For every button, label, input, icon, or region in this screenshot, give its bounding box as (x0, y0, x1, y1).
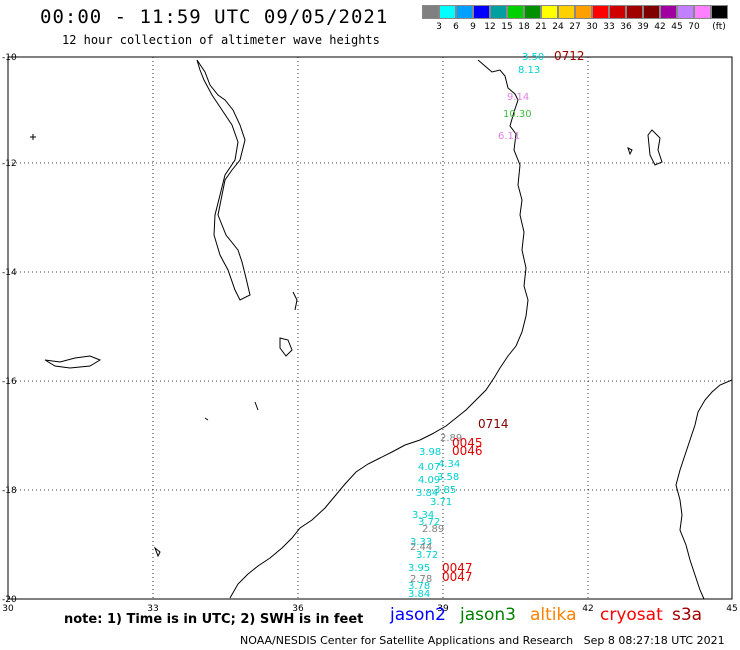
observation-label: 3.33 (410, 537, 432, 548)
observation-label: 9.14 (507, 92, 529, 103)
observation-label: 0712 (554, 49, 585, 63)
observation-label: 3.50 (522, 52, 544, 63)
footer-note: note: 1) Time is in UTC; 2) SWH is in fe… (64, 612, 364, 627)
colorbar-label: 42 (654, 22, 666, 32)
colorbar-label: 24 (552, 22, 564, 32)
latitude-label: -20 (2, 595, 17, 605)
colorbar-swatch (456, 5, 473, 19)
observation-label: 8.13 (518, 65, 540, 76)
observation-label: 2.89 (440, 433, 462, 444)
observation-label: 3.78 (408, 581, 430, 592)
observation-label: 4.34 (438, 459, 460, 470)
observation-label: 2.89 (422, 524, 444, 535)
colorbar-label: 18 (518, 22, 530, 32)
colorbar-swatch (507, 5, 524, 19)
map-title: 00:00 - 11:59 UTC 09/05/2021 (40, 6, 389, 28)
longitude-label: 45 (726, 604, 737, 614)
map-frame (7, 56, 733, 600)
colorbar-swatch (439, 5, 456, 19)
latitude-labels: -10 -12 -14 -16 -18 -20 (2, 53, 17, 605)
observation-label: 6.11 (498, 131, 520, 142)
satellite-legend-item: altika (530, 605, 577, 625)
observation-label: 3.71 (430, 497, 452, 508)
colorbar-label: 45 (671, 22, 683, 32)
colorbar-swatch (711, 5, 728, 19)
colorbar-swatch (609, 5, 626, 19)
colorbar-label: 3 (436, 22, 442, 32)
observation-label: 0047 (442, 570, 473, 584)
observation-label: 3.34 (412, 510, 434, 521)
latitude-label: -10 (2, 53, 17, 63)
colorbar-label: 6 (453, 22, 459, 32)
latitude-label: -12 (2, 159, 17, 169)
coastline (30, 59, 733, 600)
colorbar-swatch (626, 5, 643, 19)
longitude-label: 33 (147, 604, 158, 614)
colorbar-label: 33 (603, 22, 615, 32)
colorbar-label: 70 (688, 22, 700, 32)
colorbar-swatch (541, 5, 558, 19)
colorbar-label: 9 (470, 22, 476, 32)
latitude-label: -18 (2, 486, 17, 496)
timestamp: Sep 8 08:27:18 UTC 2021 (583, 634, 725, 647)
observation-label: 10.30 (503, 109, 532, 120)
longitude-label: 42 (582, 604, 593, 614)
longitude-label: 39 (437, 604, 449, 614)
observation-label: 0045 (452, 436, 483, 450)
observation-label: 2.78 (410, 574, 432, 585)
observation-label: 3.84 (416, 488, 438, 499)
colorbar-label: (ft) (712, 22, 726, 32)
observation-label: 0714 (478, 417, 509, 431)
latitude-label: -14 (2, 268, 17, 278)
observation-label: 3.84 (408, 589, 430, 600)
colorbar-swatch (643, 5, 660, 19)
colorbar-label: 27 (569, 22, 581, 32)
observation-label: 3.85 (434, 485, 456, 496)
colorbar-label: 36 (620, 22, 632, 32)
colorbar-label: 15 (501, 22, 513, 32)
observation-label: 3.98 (419, 447, 441, 458)
map-subtitle: 12 hour collection of altimeter wave hei… (62, 33, 380, 47)
colorbar-label: 30 (586, 22, 598, 32)
observation-label: 0047 (442, 561, 473, 575)
satellite-legend-item: jason2 (390, 605, 446, 625)
observation-label: 3.72 (416, 550, 438, 561)
colorbar-swatch (575, 5, 592, 19)
colorbar-swatch (490, 5, 507, 19)
satellite-legend-item: s3a (672, 605, 703, 625)
credit-text: NOAA/NESDIS Center for Satellite Applica… (240, 634, 574, 647)
observation-label: 3.72 (418, 517, 440, 528)
longitude-label: 36 (292, 604, 304, 614)
longitude-labels: 30 33 36 39 42 45 (2, 604, 737, 614)
colorbar-label: 39 (637, 22, 649, 32)
footer-credit: NOAA/NESDIS Center for Satellite Applica… (240, 634, 725, 647)
observation-label: 4.07 (418, 462, 440, 473)
colorbar-swatch (677, 5, 694, 19)
observation-label: 3.58 (437, 472, 459, 483)
altimeter-observations: 3.50 07128.139.1410.306.1107142.890045004… (408, 49, 585, 600)
colorbar-swatch (592, 5, 609, 19)
colorbar-swatch (524, 5, 541, 19)
colorbar-swatch (558, 5, 575, 19)
satellite-legend-item: jason3 (460, 605, 516, 625)
observation-label: 0046 (452, 444, 483, 458)
observation-label: 3.95 (408, 563, 430, 574)
colorbar-label: 12 (484, 22, 496, 32)
graticule (8, 57, 732, 599)
colorbar-swatch (694, 5, 711, 19)
observation-label: 4.09 (418, 475, 440, 486)
colorbar-swatch (660, 5, 677, 19)
latitude-label: -16 (2, 377, 17, 387)
colorbar-label: 21 (535, 22, 547, 32)
wave-height-colorbar (422, 5, 728, 19)
longitude-label: 30 (2, 604, 14, 614)
colorbar-swatch (473, 5, 490, 19)
colorbar-swatch (422, 5, 439, 19)
observation-label: 2.44 (410, 542, 432, 553)
satellite-legend-item: cryosat (600, 605, 663, 625)
